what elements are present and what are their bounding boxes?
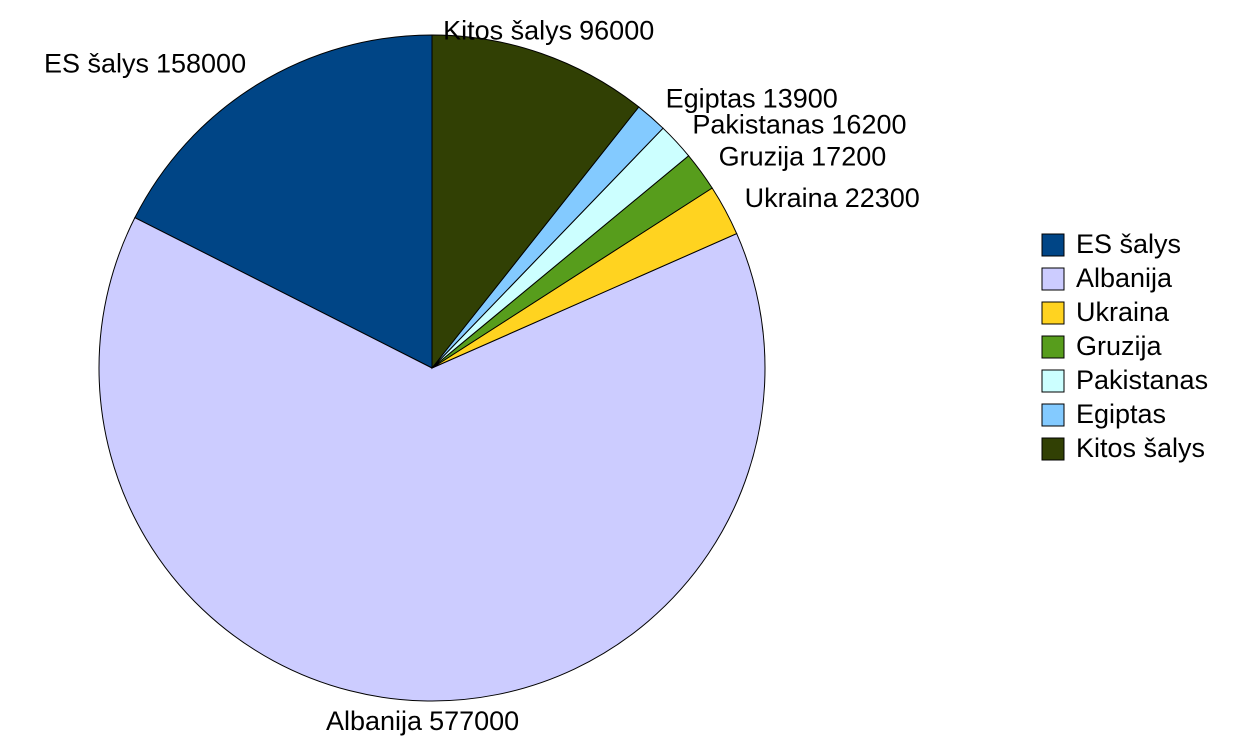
legend-label: Ukraina	[1076, 297, 1170, 327]
legend-label: Albanija	[1076, 263, 1173, 293]
pie-slice	[134, 34, 433, 369]
label-name: Egiptas	[666, 84, 756, 114]
data-label: Gruzija 17200	[719, 142, 887, 172]
label-name: ES šalys	[44, 49, 149, 79]
label-value: 158000	[156, 49, 246, 79]
legend-label: Gruzija	[1076, 331, 1163, 361]
legend-label: ES šalys	[1076, 229, 1181, 259]
data-label: ES šalys 158000	[44, 49, 246, 79]
legend-label: Kitos šalys	[1076, 433, 1205, 463]
label-value: 16200	[831, 110, 906, 140]
data-label: Albanija 577000	[326, 706, 519, 736]
legend-label: Egiptas	[1076, 399, 1166, 429]
legend-swatch	[1041, 233, 1065, 257]
pie-slice	[98, 216, 766, 702]
legend-swatch	[1041, 301, 1065, 325]
legend-swatch	[1041, 267, 1065, 291]
pie-slice	[431, 34, 640, 370]
data-label: Kitos šalys 96000	[443, 16, 654, 46]
label-name: Pakistanas	[692, 110, 824, 140]
label-value: 17200	[811, 142, 886, 172]
legend-label: Pakistanas	[1076, 365, 1208, 395]
legend-swatch	[1041, 335, 1065, 359]
label-value: 96000	[579, 16, 654, 46]
label-name: Gruzija	[719, 142, 806, 172]
legend-swatch	[1041, 369, 1065, 393]
legend-swatch	[1041, 403, 1065, 427]
legend-swatch	[1041, 437, 1065, 461]
label-value: 13900	[763, 84, 838, 114]
data-label: Ukraina 22300	[745, 183, 920, 213]
label-name: Ukraina	[745, 183, 839, 213]
data-label: Pakistanas 16200	[692, 110, 906, 140]
label-value: 577000	[429, 706, 519, 736]
label-name: Albanija	[326, 706, 423, 736]
label-value: 22300	[845, 183, 920, 213]
label-name: Kitos šalys	[443, 16, 572, 46]
data-label: Egiptas 13900	[666, 84, 838, 114]
